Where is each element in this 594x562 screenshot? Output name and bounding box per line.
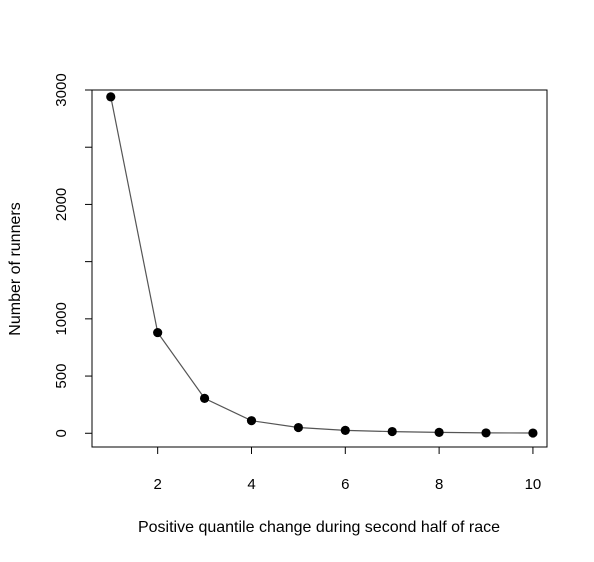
data-point: [294, 423, 303, 432]
data-point: [528, 428, 537, 437]
series-line: [111, 97, 533, 433]
y-tick-label: 0: [53, 429, 70, 437]
x-tick-label: 8: [435, 476, 443, 493]
x-axis-title: Positive quantile change during second h…: [138, 519, 500, 536]
y-tick-label: 1000: [53, 302, 70, 335]
x-tick-label: 6: [341, 476, 349, 493]
data-point: [435, 428, 444, 437]
data-point: [106, 92, 115, 101]
y-tick-label: 500: [53, 364, 70, 389]
y-tick-label: 2000: [53, 188, 70, 221]
y-axis-title: Number of runners: [7, 202, 24, 335]
data-point: [200, 394, 209, 403]
x-tick-label: 4: [247, 476, 255, 493]
y-tick-label: 3000: [53, 73, 70, 106]
series: [106, 92, 537, 437]
x-axis: 2 4 6 8 10: [153, 447, 541, 493]
data-point: [153, 328, 162, 337]
y-axis: 0 500 1000 2000 3000: [53, 73, 92, 437]
x-tick-label: 10: [525, 476, 542, 493]
data-point: [341, 426, 350, 435]
x-tick-label: 2: [153, 476, 161, 493]
data-point: [247, 416, 256, 425]
data-point: [481, 428, 490, 437]
plot-frame: [92, 90, 547, 447]
data-point: [388, 427, 397, 436]
